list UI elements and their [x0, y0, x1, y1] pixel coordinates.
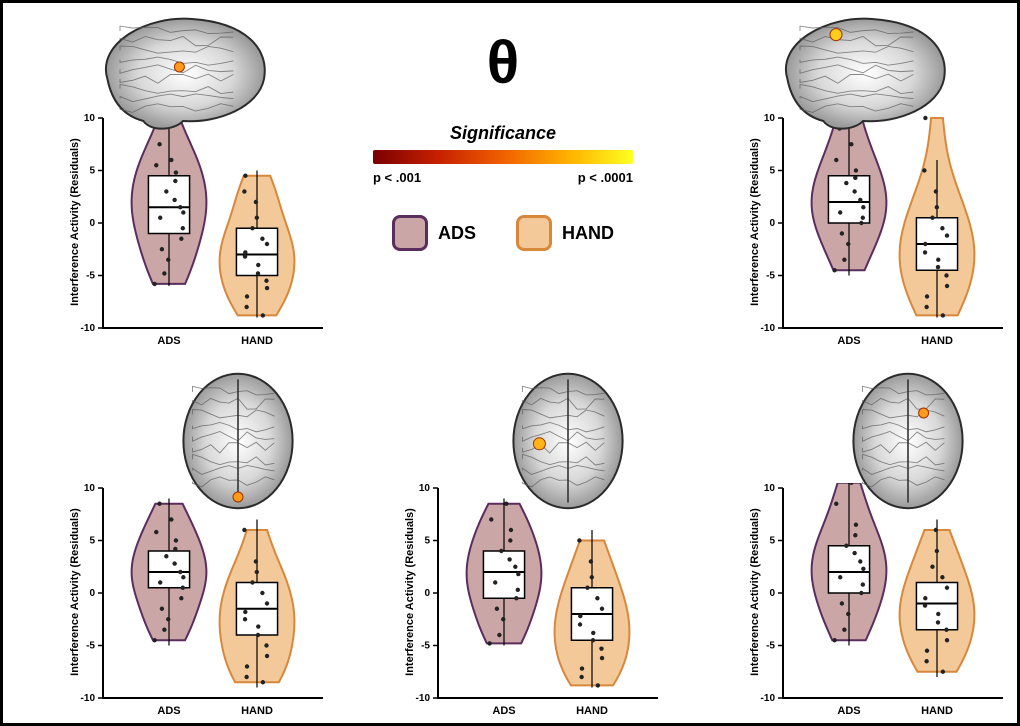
brain-image — [93, 13, 273, 138]
panel-bottom-left: -10 -5 0 5 10 ADS HAND Interference Activity (R… — [63, 483, 333, 723]
ads-label: ADS — [438, 223, 476, 244]
svg-text:5: 5 — [424, 536, 430, 547]
panel-top-right: -10-50510ADSHANDInterference Activity (R… — [743, 113, 1013, 353]
y-axis-label: Interference Activity (Residuals) — [749, 122, 761, 322]
brain-sagittal-icon — [93, 13, 273, 133]
brain-sagittal-icon — [773, 13, 953, 133]
violin-panel-top-right: -10-50510ADSHAND — [743, 113, 1013, 353]
brain-axial-icon — [843, 371, 973, 511]
hand-swatch — [516, 215, 552, 251]
svg-text:-10: -10 — [81, 323, 96, 334]
brain-axial-icon — [173, 371, 303, 511]
violin-panel-bottom-mid: -10 -5 0 5 10 ADS HAND — [398, 483, 668, 723]
significance-labels: p < .001 p < .0001 — [373, 170, 633, 185]
hand-label: HAND — [562, 223, 614, 244]
svg-text:0: 0 — [769, 218, 775, 229]
ads-swatch — [392, 215, 428, 251]
y-axis-label: Interference Activity (Residuals) — [69, 122, 81, 322]
svg-text:5: 5 — [89, 166, 95, 177]
brain-image — [173, 371, 303, 516]
violin-panel-top-left: -10-50510ADSHAND — [63, 113, 333, 353]
svg-text:-5: -5 — [86, 641, 95, 652]
significance-title: Significance — [323, 123, 683, 144]
legend-item-hand: HAND — [516, 215, 614, 251]
svg-text:0: 0 — [424, 588, 430, 599]
svg-text:ADS: ADS — [837, 335, 860, 347]
svg-text:0: 0 — [89, 218, 95, 229]
theta-symbol: θ — [323, 33, 683, 93]
figure-frame: θ Significance p < .001 p < .0001 ADS HA… — [0, 0, 1020, 726]
violin-panel-bottom-left: -10 -5 0 5 10 ADS HAND — [63, 483, 333, 723]
y-axis-label: Interference Activity (Residuals) — [69, 492, 81, 692]
svg-text:-10: -10 — [761, 323, 776, 334]
brain-image — [503, 371, 633, 516]
brain-image — [843, 371, 973, 516]
violin-panel-bottom-right: -10 -5 0 5 10 ADS HAND — [743, 483, 1013, 723]
svg-text:HAND: HAND — [576, 705, 608, 717]
svg-text:10: 10 — [419, 483, 431, 494]
svg-text:10: 10 — [764, 483, 776, 494]
svg-text:ADS: ADS — [157, 335, 180, 347]
svg-text:-5: -5 — [421, 641, 430, 652]
svg-text:HAND: HAND — [241, 335, 273, 347]
svg-text:-5: -5 — [86, 271, 95, 282]
svg-text:5: 5 — [769, 536, 775, 547]
y-axis-label: Interference Activity (Residuals) — [404, 492, 416, 692]
sig-right-label: p < .0001 — [578, 170, 633, 185]
svg-text:10: 10 — [84, 483, 96, 494]
panel-top-left: -10-50510ADSHANDInterference Activity (R… — [63, 113, 333, 353]
group-legend: ADS HAND — [323, 215, 683, 251]
brain-axial-icon — [503, 371, 633, 511]
panel-bottom-mid: -10 -5 0 5 10 ADS HAND Interference Activity (R… — [398, 483, 668, 723]
y-axis-label: Interference Activity (Residuals) — [749, 492, 761, 692]
svg-text:-5: -5 — [766, 271, 775, 282]
svg-text:ADS: ADS — [492, 705, 515, 717]
svg-text:0: 0 — [769, 588, 775, 599]
svg-text:ADS: ADS — [157, 705, 180, 717]
sig-left-label: p < .001 — [373, 170, 421, 185]
svg-text:ADS: ADS — [837, 705, 860, 717]
center-legend: θ Significance p < .001 p < .0001 ADS HA… — [323, 33, 683, 251]
svg-text:HAND: HAND — [921, 705, 953, 717]
significance-gradient — [373, 150, 633, 164]
svg-text:HAND: HAND — [921, 335, 953, 347]
panel-bottom-right: -10 -5 0 5 10 ADS HAND Interference Activity (R… — [743, 483, 1013, 723]
svg-text:-10: -10 — [416, 693, 431, 704]
svg-text:0: 0 — [89, 588, 95, 599]
brain-image — [773, 13, 953, 138]
svg-text:-5: -5 — [766, 641, 775, 652]
svg-text:5: 5 — [769, 166, 775, 177]
svg-text:-10: -10 — [81, 693, 96, 704]
legend-item-ads: ADS — [392, 215, 476, 251]
svg-text:5: 5 — [89, 536, 95, 547]
svg-text:HAND: HAND — [241, 705, 273, 717]
svg-text:-10: -10 — [761, 693, 776, 704]
